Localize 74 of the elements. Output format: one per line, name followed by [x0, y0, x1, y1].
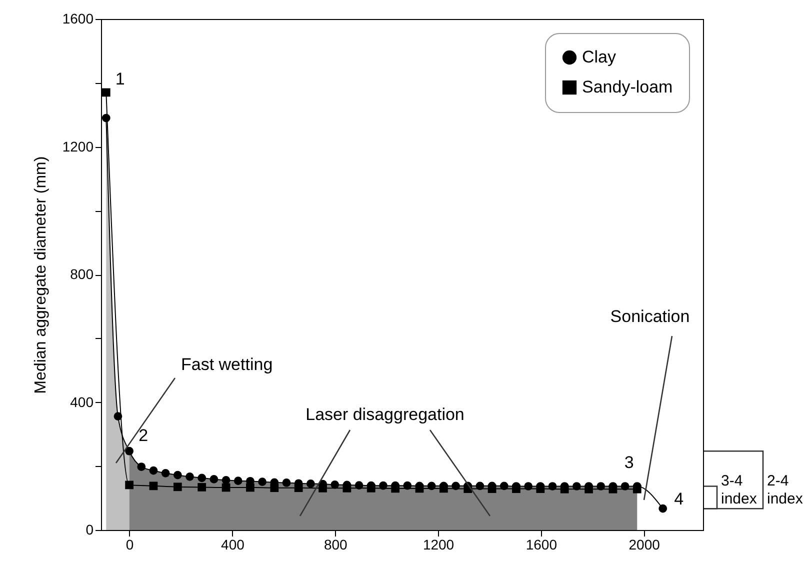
point	[548, 482, 557, 490]
point	[114, 412, 122, 420]
point	[560, 484, 569, 494]
point	[572, 482, 581, 490]
point	[282, 478, 291, 487]
annotation: Fast wetting	[181, 355, 273, 374]
point	[210, 475, 218, 484]
point	[379, 481, 388, 490]
point	[391, 484, 400, 493]
text: 3-4 index	[721, 472, 758, 508]
point	[658, 504, 668, 513]
y-tick-label: 1200	[62, 138, 94, 154]
point	[500, 482, 508, 490]
annotation: 4	[674, 490, 684, 509]
point	[173, 470, 182, 480]
point	[403, 481, 412, 490]
point	[173, 482, 182, 492]
point	[125, 480, 134, 490]
point	[354, 481, 364, 490]
legend-label: Sandy-loam	[582, 78, 673, 96]
point	[427, 482, 436, 490]
point	[149, 482, 158, 490]
point	[524, 482, 532, 490]
point	[198, 483, 206, 492]
point	[596, 482, 606, 490]
point	[584, 484, 593, 494]
x-tick-label: 1200	[422, 536, 454, 552]
x-tick-label: 0	[126, 536, 134, 552]
x-tick-label: 400	[221, 536, 245, 552]
point	[258, 478, 266, 486]
point	[620, 482, 630, 490]
point	[452, 482, 460, 490]
point	[342, 484, 352, 492]
annotation: 3	[624, 453, 634, 472]
point	[512, 484, 520, 493]
point	[222, 483, 230, 492]
point	[632, 484, 642, 494]
point	[246, 483, 254, 492]
y-axis-title: Median aggregate diameter (mm)	[32, 156, 50, 394]
point	[270, 484, 279, 492]
point	[294, 484, 303, 492]
annotation: Sonication	[610, 307, 690, 326]
point	[137, 462, 146, 471]
y-tick-label: 0	[86, 522, 94, 538]
text: 2-4 index	[767, 472, 804, 508]
point	[415, 484, 424, 493]
point	[186, 472, 194, 481]
x-tick-label: 800	[324, 536, 348, 552]
point	[306, 480, 315, 488]
annotation: 1	[115, 69, 125, 88]
point	[161, 468, 170, 478]
y-tick-label: 400	[70, 394, 94, 410]
point	[102, 88, 110, 97]
point	[330, 480, 340, 489]
point	[439, 484, 448, 493]
point	[222, 476, 230, 484]
point	[476, 482, 484, 490]
point	[318, 484, 327, 492]
point	[366, 484, 376, 492]
point	[149, 466, 158, 475]
y-tick-label: 800	[70, 266, 94, 282]
annotation: 2	[138, 426, 148, 446]
x-tick-label: 2000	[628, 536, 660, 552]
legend-label: Clay	[582, 48, 617, 66]
point	[198, 474, 206, 482]
annotation: Laser disaggregation	[306, 405, 464, 424]
point	[125, 446, 134, 456]
x-tick-label: 1600	[526, 536, 558, 552]
point	[536, 484, 545, 493]
y-tick-label: 1600	[62, 10, 94, 26]
point	[102, 114, 110, 122]
point	[488, 484, 496, 493]
point	[234, 476, 242, 485]
point	[608, 484, 618, 494]
